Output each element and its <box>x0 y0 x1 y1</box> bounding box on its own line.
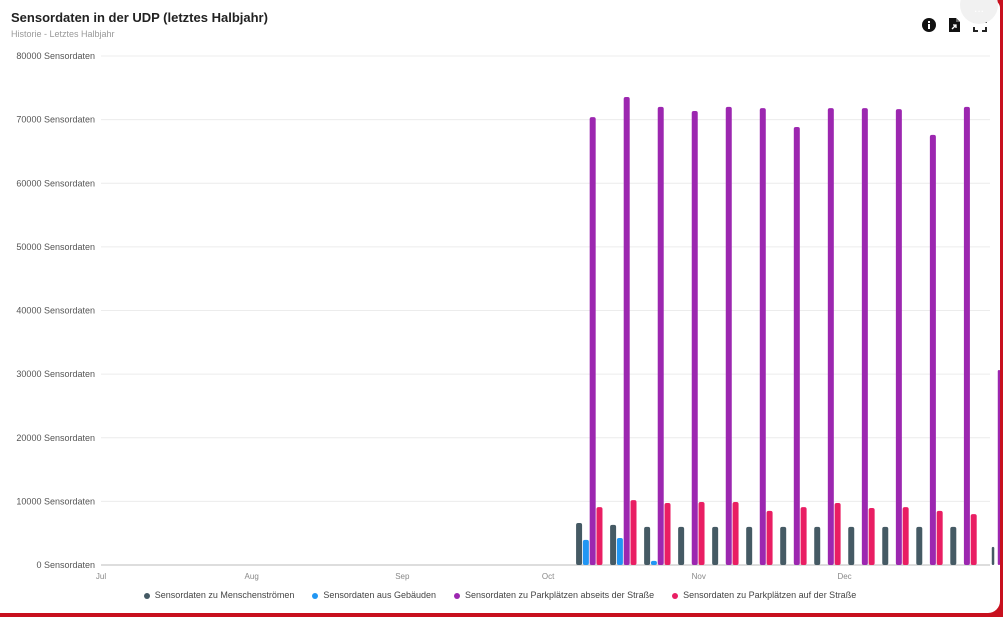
legend-marker <box>143 592 150 599</box>
bar <box>916 526 923 565</box>
y-tick-label: 80000 Sensordaten <box>16 51 95 61</box>
bar <box>882 526 889 565</box>
bar <box>746 526 753 565</box>
legend-item[interactable]: Sensordaten zu Menschenströmen <box>143 590 295 600</box>
bar <box>936 510 943 565</box>
legend-marker <box>672 592 679 599</box>
bar <box>623 97 630 566</box>
bar <box>793 126 800 566</box>
bar <box>895 109 902 565</box>
x-tick-label: Dec <box>837 572 851 581</box>
bar <box>766 510 773 565</box>
bar <box>827 108 834 566</box>
bar <box>698 502 705 565</box>
bar <box>929 134 936 565</box>
bar <box>868 508 875 565</box>
bar <box>582 539 589 565</box>
info-icon[interactable] <box>921 17 937 33</box>
y-tick-label: 30000 Sensordaten <box>16 369 95 379</box>
legend-marker <box>453 592 460 599</box>
bar <box>678 526 685 565</box>
legend-item[interactable]: Sensordaten zu Parkplätzen abseits der S… <box>453 590 655 600</box>
bar <box>691 111 698 566</box>
bar <box>596 507 603 565</box>
y-tick-label: 0 Sensordaten <box>36 560 95 570</box>
bar <box>732 502 739 565</box>
bar <box>800 507 807 565</box>
bar <box>576 523 583 565</box>
bar-chart: 0 Sensordaten 10000 Sensordaten 20000 Sens… <box>16 51 1000 581</box>
bar <box>848 526 855 565</box>
bar <box>589 117 596 565</box>
legend: Sensordaten zu Menschenströmen Sensordate… <box>0 590 1000 600</box>
bar <box>963 106 970 566</box>
y-tick-label: 50000 Sensordaten <box>16 242 95 252</box>
bar <box>997 369 1000 565</box>
bar <box>712 526 719 565</box>
bar <box>664 502 671 565</box>
bar <box>610 524 617 565</box>
x-tick-label: Jul <box>96 572 106 581</box>
export-file-icon[interactable] <box>946 17 962 33</box>
legend-item[interactable]: Sensordaten zu Parkplätzen auf der Straß… <box>672 590 856 600</box>
x-tick-label: Sep <box>395 572 410 581</box>
x-tick-label: Oct <box>542 572 555 581</box>
legend-label: Sensordaten aus Gebäuden <box>323 590 436 600</box>
chart-title: Sensordaten in der UDP (letztes Halbjahr… <box>11 10 268 25</box>
bar <box>780 526 787 565</box>
y-tick-label: 20000 Sensordaten <box>16 433 95 443</box>
bar <box>657 106 664 566</box>
bar <box>616 537 623 565</box>
legend-label: Sensordaten zu Parkplätzen auf der Straß… <box>683 590 857 600</box>
bar <box>834 502 841 565</box>
bar <box>644 526 651 565</box>
legend-item[interactable]: Sensordaten aus Gebäuden <box>312 590 436 600</box>
x-tick-label: Aug <box>245 572 259 581</box>
y-tick-label: 40000 Sensordaten <box>16 306 95 316</box>
bar <box>725 106 732 566</box>
bar <box>630 500 637 565</box>
bar <box>970 514 977 565</box>
y-tick-label: 70000 Sensordaten <box>16 115 95 125</box>
bar <box>950 526 957 565</box>
y-tick-label: 10000 Sensordaten <box>16 496 95 506</box>
bar <box>861 108 868 566</box>
y-tick-label: 60000 Sensordaten <box>16 178 95 188</box>
bar <box>902 507 909 565</box>
legend-label: Sensordaten zu Menschenströmen <box>154 590 295 600</box>
legend-marker <box>312 592 319 599</box>
x-tick-label: Nov <box>692 572 706 581</box>
bar <box>759 108 766 566</box>
bar <box>991 546 995 565</box>
chart-subtitle: Historie - Letztes Halbjahr <box>11 29 115 39</box>
legend-label: Sensordaten zu Parkplätzen abseits der S… <box>464 590 655 600</box>
bar <box>650 560 657 565</box>
bar <box>814 526 821 565</box>
